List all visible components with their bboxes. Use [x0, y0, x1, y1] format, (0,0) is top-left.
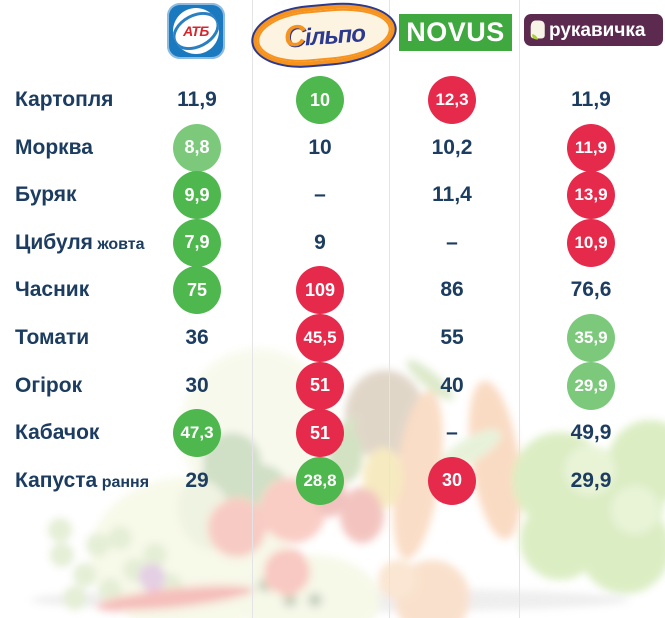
product-label: Морква	[15, 135, 93, 159]
column-divider	[519, 0, 520, 618]
price-row: Буряк 9,9 – 11,4 13,9	[0, 171, 665, 220]
price-cell-rukavychka: 76,6	[570, 278, 612, 302]
atb-logo-text: АТБ	[181, 23, 211, 39]
atb-logo: АТБ	[167, 3, 225, 59]
atb-logo-circle: АТБ	[173, 8, 219, 54]
price-cell-silpo: 28,8	[296, 456, 344, 505]
price-cell-silpo: 51	[296, 361, 344, 410]
price-cell-atb: 8,8	[173, 123, 221, 172]
price-cell-atb: 29	[185, 468, 209, 492]
price-cell-atb: 75	[173, 266, 221, 315]
price-cell-novus: 11,4	[432, 183, 472, 207]
price-row: Огірок 30 51 40 29,9	[0, 361, 665, 410]
price-row: Томати 36 45,5 55 35,9	[0, 314, 665, 362]
product-label: Цибуля жовта	[15, 230, 145, 254]
price-cell-rukavychka: 35,9	[567, 314, 615, 362]
price-row: Цибуля жовта 7,9 9 – 10,9	[0, 218, 665, 267]
price-cell-rukavychka: 13,9	[567, 171, 615, 220]
product-label: Капуста рання	[15, 468, 150, 492]
price-cell-atb: 47,3	[173, 409, 221, 458]
price-cell-silpo: –	[314, 183, 326, 207]
price-row: Кабачок 47,3 51 – 49,9	[0, 409, 665, 458]
product-label: Картопля	[15, 88, 114, 111]
product-label: Огірок	[15, 373, 83, 397]
product-label: Томати	[15, 326, 90, 349]
novus-logo: NOVUS	[399, 14, 512, 51]
price-row: Морква 8,8 10 10,2 11,9	[0, 123, 665, 172]
price-cell-rukavychka: 29,9	[567, 361, 615, 410]
price-cell-silpo: 9	[314, 230, 326, 254]
price-cell-rukavychka: 29,9	[570, 468, 612, 492]
column-divider	[389, 0, 390, 618]
lettuce-shapes	[512, 420, 665, 594]
product-label: Кабачок	[15, 421, 100, 445]
chili-pepper-shape	[95, 584, 255, 612]
price-cell-novus: 30	[428, 456, 476, 505]
glove-icon	[530, 20, 545, 40]
price-cell-novus: 86	[440, 278, 464, 302]
price-row: Картопля 11,9 10 12,3 11,9	[0, 76, 665, 124]
rukavychka-logo-text: рукавичка	[549, 19, 646, 41]
price-cell-rukavychka: 11,9	[567, 123, 615, 172]
price-cell-novus: –	[446, 421, 458, 445]
price-cell-atb: 11,9	[177, 88, 217, 111]
price-cell-silpo: 10	[308, 135, 332, 159]
column-divider	[252, 0, 253, 618]
purple-onion-shape	[138, 563, 166, 591]
price-cell-rukavychka: 11,9	[571, 88, 611, 111]
price-cell-novus: –	[446, 230, 458, 254]
price-cell-silpo: 109	[296, 266, 344, 315]
price-cell-rukavychka: 10,9	[567, 218, 615, 267]
price-row: Часник 75 109 86 76,6	[0, 266, 665, 315]
price-row: Капуста рання 29 28,8 30 29,9	[0, 456, 665, 505]
product-label: Часник	[15, 278, 90, 302]
orange-onion-shapes	[378, 560, 470, 618]
price-cell-novus: 10,2	[431, 135, 473, 159]
price-cell-novus: 12,3	[428, 76, 476, 124]
price-cell-novus: 55	[440, 326, 464, 349]
price-cell-rukavychka: 49,9	[570, 421, 612, 445]
price-cell-silpo: 10	[296, 76, 344, 124]
price-cell-silpo: 51	[296, 409, 344, 458]
product-label: Буряк	[15, 183, 77, 207]
price-cell-atb: 36	[185, 326, 209, 349]
rukavychka-logo: рукавичка	[524, 14, 663, 46]
novus-logo-text: NOVUS	[406, 17, 505, 47]
price-cell-silpo: 45,5	[296, 314, 344, 362]
price-cell-atb: 9,9	[173, 171, 221, 220]
carrot-shapes	[393, 359, 522, 560]
price-cell-atb: 7,9	[173, 218, 221, 267]
price-cell-novus: 40	[440, 373, 464, 397]
price-cell-atb: 30	[185, 373, 209, 397]
